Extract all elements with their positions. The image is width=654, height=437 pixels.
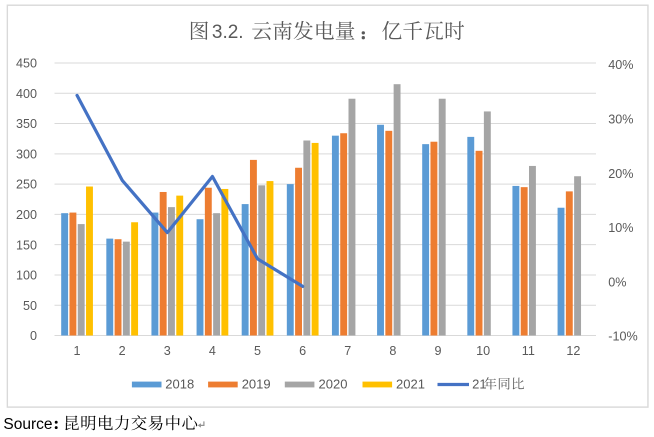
svg-text:2019: 2019 (242, 377, 271, 392)
svg-text:6: 6 (299, 344, 306, 358)
svg-text:100: 100 (16, 269, 37, 283)
svg-text:2021: 2021 (396, 377, 425, 392)
svg-text:150: 150 (16, 238, 37, 252)
svg-text:8: 8 (389, 344, 396, 358)
svg-text:2018: 2018 (165, 377, 194, 392)
svg-text:3: 3 (164, 344, 171, 358)
svg-text:50: 50 (23, 299, 37, 313)
svg-text:9: 9 (435, 344, 442, 358)
svg-text:250: 250 (16, 178, 37, 192)
svg-text:300: 300 (16, 147, 37, 161)
svg-text:3.2.: 3.2. (212, 22, 244, 43)
svg-text:12: 12 (566, 344, 580, 358)
svg-text:5: 5 (254, 344, 261, 358)
svg-text:Source: Source (3, 416, 52, 432)
svg-text:20%: 20% (608, 167, 633, 181)
svg-text:2020: 2020 (319, 377, 348, 392)
svg-text:21: 21 (472, 377, 486, 392)
svg-text:0: 0 (30, 329, 37, 343)
svg-text:7: 7 (344, 344, 351, 358)
svg-text:400: 400 (16, 87, 37, 101)
svg-text:4: 4 (209, 344, 216, 358)
svg-text:200: 200 (16, 208, 37, 222)
svg-text:10%: 10% (608, 221, 633, 235)
svg-text:11: 11 (522, 344, 535, 358)
svg-text:10: 10 (476, 344, 490, 358)
svg-text:40%: 40% (608, 58, 633, 72)
svg-text:0%: 0% (608, 275, 626, 289)
svg-text:450: 450 (16, 57, 37, 71)
svg-text:1: 1 (74, 344, 81, 358)
svg-text:350: 350 (16, 117, 37, 131)
svg-text:30%: 30% (608, 113, 633, 127)
svg-text:2: 2 (119, 344, 126, 358)
svg-text:-10%: -10% (608, 330, 637, 344)
